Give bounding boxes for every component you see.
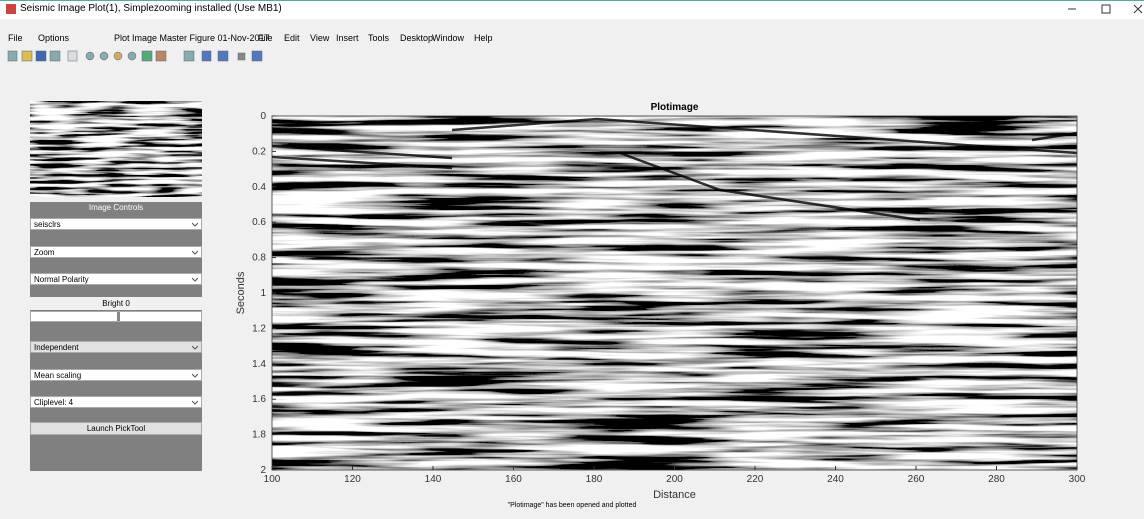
x-tick-label: 200	[666, 474, 683, 485]
menu-item[interactable]: View	[310, 33, 329, 43]
menu-item[interactable]: Help	[474, 33, 493, 43]
x-tick-label: 180	[586, 474, 603, 485]
y-tick-label: 1.4	[252, 359, 266, 370]
dropdown[interactable]: Cliplevel: 4	[30, 396, 202, 408]
launch-button[interactable]: Launch PickTool	[30, 422, 202, 435]
y-tick-label: 1.2	[252, 323, 266, 334]
x-tick-label: 100	[264, 474, 281, 485]
x-tick-label: 280	[988, 474, 1005, 485]
x-tick-label: 300	[1069, 474, 1086, 485]
window-buttons[interactable]	[1060, 2, 1144, 16]
x-tick-label: 120	[344, 474, 361, 485]
toolbar	[6, 48, 336, 64]
menu-item[interactable]: File	[258, 33, 273, 43]
x-tick-label: 160	[505, 474, 522, 485]
seismic-image	[272, 116, 1077, 470]
status-bar: "Plotimage" has been opened and plotted	[0, 502, 1144, 509]
chart-title: Plotimage	[651, 102, 699, 113]
x-tick-label: 240	[827, 474, 844, 485]
dropdown[interactable]: seisclrs	[30, 218, 202, 230]
dropdown[interactable]: Normal Polarity	[30, 273, 202, 285]
panel-title: Image Controls	[30, 202, 202, 213]
x-tick-label: 140	[425, 474, 442, 485]
bright-label: Bright 0	[30, 297, 202, 310]
y-tick-label: 1.6	[252, 394, 266, 405]
x-tick-label: 220	[747, 474, 764, 485]
menu-item[interactable]: Plot Image Master Figure 01-Nov-2017	[114, 33, 270, 43]
thumbnail	[30, 101, 202, 197]
x-tick-label: 260	[908, 474, 925, 485]
plot: 100 120 140 160 180 200 220 240 260 280 300 0 0.2 0.4…	[220, 95, 1100, 505]
dropdown[interactable]: Zoom	[30, 246, 202, 258]
bright-slider[interactable]	[30, 311, 202, 322]
app-icon	[6, 4, 16, 14]
menu-item[interactable]: Insert	[336, 33, 359, 43]
menu-item[interactable]: Edit	[284, 33, 300, 43]
y-tick-label: 0.8	[252, 253, 266, 264]
menu-item[interactable]: Options	[38, 33, 69, 43]
y-tick-label: 0.2	[252, 146, 266, 157]
menu-item[interactable]: File	[8, 33, 23, 43]
menu-item[interactable]: Tools	[368, 33, 389, 43]
app-window: Seismic Image Plot(1), Simplezooming ins…	[0, 0, 1144, 519]
dropdown[interactable]: Independent	[30, 341, 202, 353]
menu-item[interactable]: Desktop	[400, 33, 433, 43]
y-axis-label: Seconds	[235, 271, 247, 314]
menu-bar: File Options Plot Image Master Figure 01-N…	[0, 30, 1144, 46]
y-tick-label: 2	[260, 465, 266, 476]
y-tick-label: 1.8	[252, 430, 266, 441]
y-tick-label: 0.4	[252, 182, 266, 193]
y-tick-label: 1	[260, 288, 266, 299]
dropdown[interactable]: Mean scaling	[30, 369, 202, 381]
window-title: Seismic Image Plot(1), Simplezooming ins…	[20, 3, 282, 14]
y-tick-label: 0	[260, 111, 266, 122]
y-tick-label: 0.6	[252, 217, 266, 228]
x-axis-label: Distance	[653, 489, 696, 501]
menu-item[interactable]: Window	[432, 33, 464, 43]
